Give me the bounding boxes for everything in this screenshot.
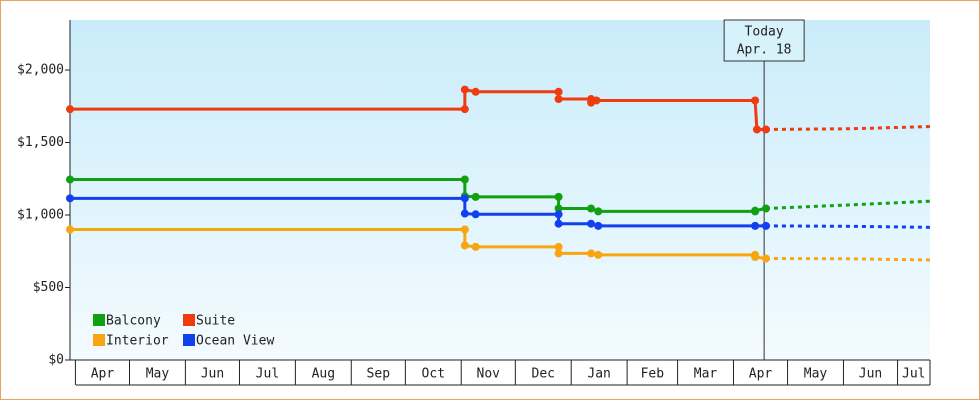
price-point (594, 221, 603, 230)
price-point (761, 221, 770, 230)
x-tick-label: Mar (694, 367, 718, 382)
price-line (70, 196, 766, 228)
x-tick-label: Jan (587, 367, 610, 382)
price-point (66, 175, 74, 184)
legend-swatch (93, 314, 105, 326)
legend-label: Balcony (106, 314, 161, 329)
y-tick-label: $1,000 (17, 208, 64, 223)
today-title: Today (745, 25, 784, 40)
x-tick-label: Jul (256, 367, 279, 382)
price-point (471, 210, 480, 219)
price-point (751, 253, 760, 262)
x-tick-label: May (804, 367, 828, 382)
price-point (460, 209, 469, 218)
price-point (554, 87, 563, 96)
price-point (587, 249, 596, 258)
price-point (66, 194, 74, 203)
forecast-line (765, 125, 931, 131)
price-point (460, 105, 469, 114)
y-tick-label: $500 (33, 280, 64, 295)
price-point (460, 241, 469, 250)
price-point (761, 204, 770, 213)
price-point (554, 242, 563, 251)
price-point (587, 204, 596, 213)
price-point (471, 87, 480, 96)
price-point (751, 206, 760, 215)
x-tick-label: Sep (367, 367, 391, 382)
plot-area (70, 20, 930, 360)
y-tick-label: $0 (48, 353, 64, 368)
price-point (66, 225, 74, 234)
x-tick-label: Dec (532, 367, 555, 382)
price-point (460, 85, 469, 94)
forecast-line (765, 199, 931, 210)
price-point (594, 207, 603, 216)
y-tick-label: $2,000 (17, 63, 64, 78)
price-point (761, 125, 770, 134)
x-tick-label: Jun (859, 367, 882, 382)
price-point (751, 96, 760, 105)
price-point (752, 125, 761, 134)
x-tick-label: Aug (312, 367, 335, 382)
legend-label: Ocean View (196, 334, 274, 349)
price-point (471, 242, 480, 251)
x-tick-label: May (146, 367, 170, 382)
legend-swatch (183, 314, 195, 326)
price-point (554, 95, 563, 104)
x-tick-label: Jul (902, 367, 925, 382)
x-tick-label: Jun (201, 367, 224, 382)
price-point (471, 192, 480, 201)
forecast-line (765, 257, 931, 262)
x-tick-label: Apr (749, 367, 773, 382)
price-point (554, 210, 563, 219)
price-point (460, 194, 469, 203)
price-point (66, 105, 74, 114)
x-tick-label: Apr (91, 367, 115, 382)
y-tick-label: $1,500 (17, 135, 64, 150)
price-point (587, 219, 596, 228)
legend-swatch (93, 334, 105, 346)
price-point (554, 249, 563, 258)
today-box (723, 19, 805, 62)
price-point (554, 192, 563, 201)
x-tick-label: Oct (422, 367, 445, 382)
price-point (460, 225, 469, 234)
price-point (460, 175, 469, 184)
price-point (751, 221, 760, 230)
price-point (594, 250, 603, 259)
legend-label: Interior (106, 334, 169, 349)
legend-label: Suite (196, 314, 235, 329)
x-tick-label: Feb (641, 367, 665, 382)
price-point (592, 96, 601, 105)
price-point (554, 204, 563, 213)
forecast-line (765, 224, 931, 229)
today-date: Apr. 18 (737, 43, 792, 58)
x-tick-label: Nov (477, 367, 501, 382)
legend-swatch (183, 334, 195, 346)
price-point (761, 254, 770, 263)
price-point (554, 219, 563, 228)
